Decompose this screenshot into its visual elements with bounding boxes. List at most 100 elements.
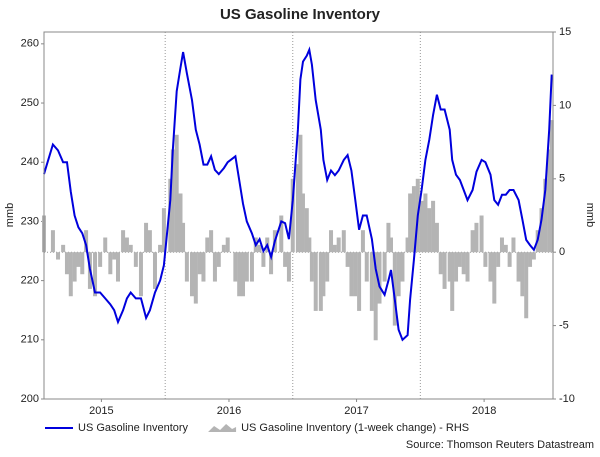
bar	[128, 244, 133, 253]
bar	[543, 178, 548, 253]
bar	[531, 252, 536, 260]
bar	[369, 252, 374, 311]
bar	[249, 252, 254, 282]
bar	[76, 252, 81, 267]
bar	[261, 252, 266, 267]
bar	[205, 237, 210, 253]
bar	[357, 252, 362, 311]
bar	[547, 149, 552, 253]
bar	[279, 215, 284, 253]
bar	[124, 237, 129, 253]
x-tick-label: 2016	[217, 405, 241, 417]
bar	[386, 222, 391, 253]
bar	[364, 252, 369, 282]
bar	[300, 193, 305, 253]
bar	[174, 134, 179, 253]
legend-label: US Gasoline Inventory (1-week change) - …	[241, 422, 469, 434]
x-tick-label: 2017	[344, 405, 368, 417]
bar	[84, 230, 89, 253]
y-tick-label: 230	[21, 215, 39, 227]
bar	[193, 252, 198, 304]
bar	[50, 230, 55, 253]
bar	[269, 252, 274, 275]
y-tick-label: 200	[21, 393, 39, 405]
bar	[121, 230, 126, 253]
bar	[377, 252, 382, 304]
bar	[241, 252, 246, 297]
bar	[318, 252, 323, 311]
y-tick-label: 260	[21, 38, 39, 50]
bar	[549, 120, 554, 253]
bar	[61, 244, 66, 253]
bar	[98, 252, 103, 267]
bar	[392, 252, 397, 326]
bar	[313, 252, 318, 311]
bar	[64, 252, 69, 275]
source: Source: Thomson Reuters Datastream	[406, 439, 594, 451]
y-tick-label: 240	[21, 156, 39, 168]
bar	[209, 230, 214, 253]
bar	[201, 252, 206, 282]
bar	[197, 252, 202, 275]
bar	[147, 230, 152, 253]
bar	[56, 252, 61, 260]
bar	[161, 208, 166, 253]
bar	[488, 252, 493, 282]
bar	[474, 222, 479, 253]
bar	[152, 252, 157, 289]
bar	[115, 252, 120, 282]
bar	[216, 252, 221, 267]
bar	[454, 252, 459, 282]
bar	[80, 252, 85, 275]
bar	[461, 252, 466, 275]
bar	[400, 252, 405, 282]
bar	[396, 252, 401, 297]
y2-tick-label: 5	[559, 173, 565, 185]
bar	[511, 237, 516, 253]
bar	[341, 230, 346, 253]
x-tick-label: 2018	[472, 405, 496, 417]
bar	[524, 252, 529, 319]
bar	[431, 200, 436, 253]
bar	[503, 244, 508, 253]
bar	[68, 252, 73, 297]
bar	[329, 230, 334, 253]
bar	[108, 252, 113, 275]
bar	[499, 237, 504, 253]
bar	[189, 252, 194, 297]
bar	[184, 252, 189, 282]
bar	[353, 252, 358, 297]
chart-title: US Gasoline Inventory	[220, 6, 381, 23]
bar	[212, 252, 217, 282]
bar	[496, 252, 501, 267]
bar	[170, 149, 175, 253]
bar	[221, 244, 226, 253]
bar	[373, 252, 378, 341]
bar	[408, 193, 413, 253]
bar	[72, 252, 77, 282]
bar	[457, 252, 462, 267]
bar	[450, 252, 455, 311]
bar	[244, 252, 249, 282]
legend-label: US Gasoline Inventory	[78, 422, 189, 434]
bar	[158, 244, 163, 253]
bar	[325, 252, 330, 282]
y-tick-label: 250	[21, 97, 39, 109]
bar	[382, 252, 387, 282]
bar	[349, 252, 354, 297]
y2-axis-label: mmb	[584, 203, 596, 227]
bar	[283, 252, 288, 267]
bar	[103, 237, 108, 253]
bar	[181, 222, 186, 253]
bar	[93, 252, 98, 297]
bar	[470, 230, 475, 253]
plot-frame	[43, 31, 554, 400]
bar	[507, 252, 512, 267]
bar	[520, 252, 525, 297]
bar	[336, 237, 341, 253]
bar	[434, 222, 439, 253]
bar	[405, 237, 410, 253]
bar	[423, 193, 428, 253]
bar	[483, 252, 488, 267]
